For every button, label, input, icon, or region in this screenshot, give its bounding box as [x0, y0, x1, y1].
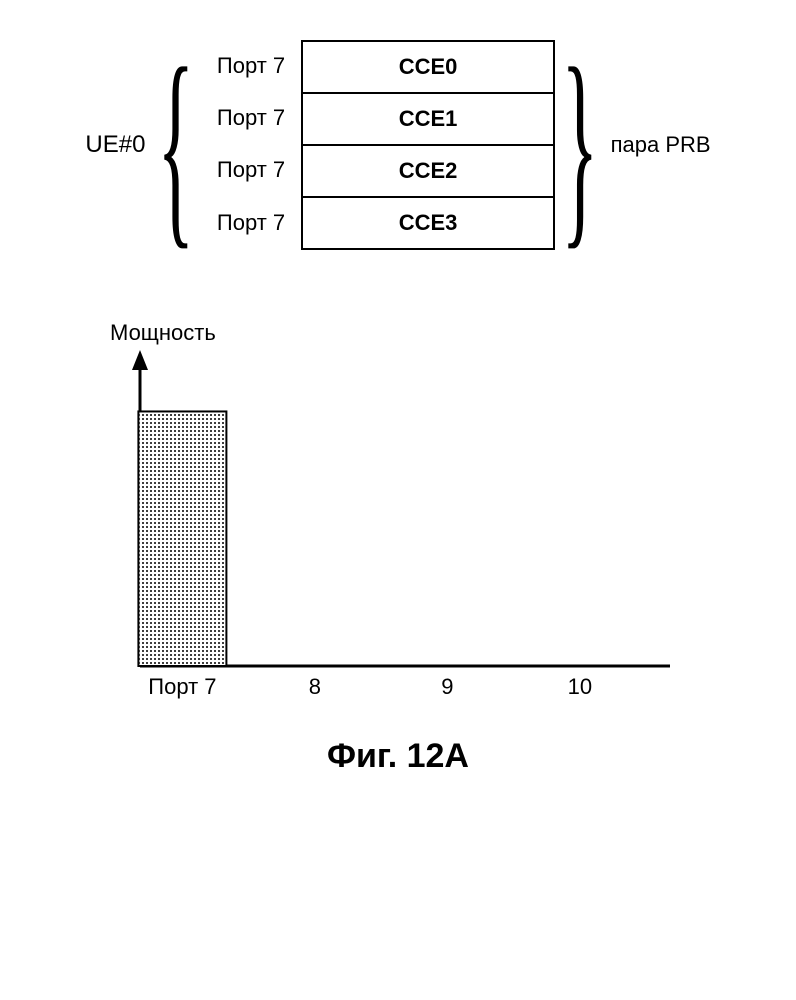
cce-table: Порт 7 CCE0 Порт 7 CCE1 Порт 7 CCE2 Порт…	[201, 40, 555, 250]
svg-text:9: 9	[441, 674, 453, 699]
power-chart: Мощность Порт 7 8 9 10	[110, 320, 776, 711]
port-label: Порт 7	[201, 93, 301, 143]
cce-cell: CCE2	[301, 144, 555, 196]
port-label: Порт 7	[201, 41, 301, 91]
port-label: Порт 7	[201, 145, 301, 195]
bar-chart-svg: Порт 7 8 9 10	[110, 346, 680, 706]
port-label: Порт 7	[201, 198, 301, 248]
table-row: Порт 7 CCE0	[201, 40, 555, 92]
brace-left-icon: {	[158, 57, 195, 233]
chart-ylabel: Мощность	[110, 320, 776, 346]
chart-plot-area: Порт 7 8 9 10	[110, 346, 776, 711]
figure-caption: Фиг. 12A	[20, 737, 776, 776]
cce-port-diagram: UE#0 { Порт 7 CCE0 Порт 7 CCE1 Порт 7 CC…	[20, 40, 776, 250]
svg-text:Порт 7: Порт 7	[148, 674, 216, 699]
brace-right-icon: }	[561, 57, 598, 233]
svg-text:10: 10	[568, 674, 592, 699]
prb-pair-label: пара PRB	[611, 132, 711, 158]
cce-cell: CCE3	[301, 196, 555, 250]
cce-cell: CCE1	[301, 92, 555, 144]
table-row: Порт 7 CCE2	[201, 144, 555, 196]
table-row: Порт 7 CCE3	[201, 196, 555, 250]
ue-label: UE#0	[85, 131, 145, 159]
svg-text:8: 8	[309, 674, 321, 699]
cce-cell: CCE0	[301, 40, 555, 92]
table-row: Порт 7 CCE1	[201, 92, 555, 144]
